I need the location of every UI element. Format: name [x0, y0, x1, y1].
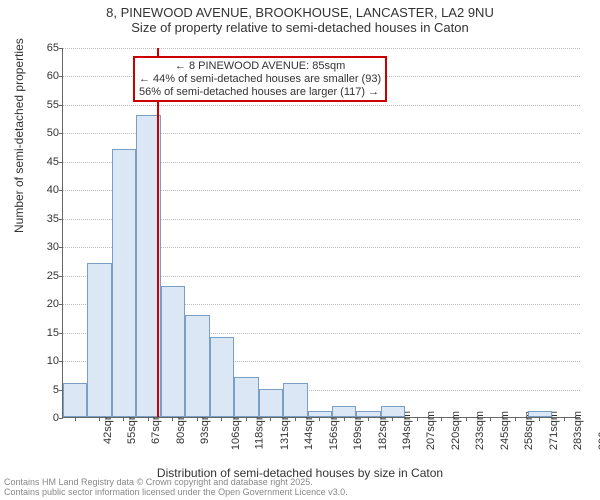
- ytick-mark: [59, 48, 63, 49]
- histogram-bar: [87, 263, 111, 417]
- marker-line: [157, 48, 159, 417]
- ytick-mark: [59, 276, 63, 277]
- xtick-label: 233sqm: [475, 411, 487, 450]
- histogram-bar: [185, 315, 209, 417]
- plot-area: 0510152025303540455055606542sqm55sqm67sq…: [62, 48, 580, 418]
- ytick-label: 60: [33, 70, 59, 82]
- annotation-box: ← 8 PINEWOOD AVENUE: 85sqm← 44% of semi-…: [133, 56, 387, 102]
- titles-block: 8, PINEWOOD AVENUE, BROOKHOUSE, LANCASTE…: [0, 0, 600, 36]
- title-line-2: Size of property relative to semi-detach…: [0, 21, 600, 36]
- xtick-mark: [539, 417, 540, 421]
- ytick-mark: [59, 162, 63, 163]
- xtick-mark: [270, 417, 271, 421]
- ytick-mark: [59, 219, 63, 220]
- chart-area: 0510152025303540455055606542sqm55sqm67sq…: [62, 48, 580, 418]
- ytick-label: 35: [33, 213, 59, 225]
- xtick-mark: [123, 417, 124, 421]
- histogram-bar: [283, 383, 307, 417]
- xtick-mark: [564, 417, 565, 421]
- title-line-1: 8, PINEWOOD AVENUE, BROOKHOUSE, LANCASTE…: [0, 6, 600, 21]
- histogram-bar: [161, 286, 185, 417]
- xtick-mark: [221, 417, 222, 421]
- y-axis-label: Number of semi-detached properties: [12, 38, 26, 233]
- xtick-mark: [515, 417, 516, 421]
- xtick-mark: [246, 417, 247, 421]
- xtick-mark: [344, 417, 345, 421]
- histogram-bar: [381, 406, 405, 417]
- ytick-mark: [59, 190, 63, 191]
- annotation-line: 56% of semi-detached houses are larger (…: [139, 86, 381, 99]
- ytick-label: 55: [33, 99, 59, 111]
- xtick-mark: [441, 417, 442, 421]
- ytick-mark: [59, 418, 63, 419]
- ytick-label: 20: [33, 298, 59, 310]
- xtick-mark: [368, 417, 369, 421]
- xtick-label: 283sqm: [572, 411, 584, 450]
- gridline-h: [63, 105, 580, 106]
- annotation-line: ← 8 PINEWOOD AVENUE: 85sqm: [139, 60, 381, 73]
- xtick-mark: [392, 417, 393, 421]
- ytick-label: 0: [33, 412, 59, 424]
- ytick-label: 10: [33, 355, 59, 367]
- annotation-line: ← 44% of semi-detached houses are smalle…: [139, 73, 381, 86]
- ytick-mark: [59, 105, 63, 106]
- xtick-mark: [466, 417, 467, 421]
- xtick-label: 245sqm: [499, 411, 511, 450]
- histogram-bar: [356, 411, 380, 417]
- histogram-bar: [308, 411, 332, 417]
- ytick-mark: [59, 133, 63, 134]
- xtick-mark: [99, 417, 100, 421]
- xtick-mark: [148, 417, 149, 421]
- ytick-mark: [59, 361, 63, 362]
- ytick-label: 15: [33, 327, 59, 339]
- ytick-label: 65: [33, 42, 59, 54]
- xtick-mark: [75, 417, 76, 421]
- ytick-label: 50: [33, 127, 59, 139]
- ytick-label: 40: [33, 184, 59, 196]
- histogram-bar: [112, 149, 136, 417]
- xtick-label: 220sqm: [450, 411, 462, 450]
- gridline-h: [63, 48, 580, 49]
- histogram-bar: [210, 337, 234, 417]
- histogram-bar: [332, 406, 356, 417]
- xtick-mark: [490, 417, 491, 421]
- xtick-label: 207sqm: [426, 411, 438, 450]
- histogram-bar: [234, 377, 258, 417]
- footer-line-2: Contains public sector information licen…: [4, 488, 348, 498]
- ytick-mark: [59, 247, 63, 248]
- xtick-mark: [319, 417, 320, 421]
- ytick-mark: [59, 333, 63, 334]
- ytick-mark: [59, 304, 63, 305]
- ytick-mark: [59, 76, 63, 77]
- chart-container: 8, PINEWOOD AVENUE, BROOKHOUSE, LANCASTE…: [0, 0, 600, 500]
- xtick-mark: [197, 417, 198, 421]
- histogram-bar: [259, 389, 283, 417]
- footer-attribution: Contains HM Land Registry data © Crown c…: [4, 478, 348, 498]
- xtick-mark: [417, 417, 418, 421]
- xtick-mark: [295, 417, 296, 421]
- xtick-mark: [172, 417, 173, 421]
- ytick-label: 30: [33, 241, 59, 253]
- histogram-bar: [528, 411, 552, 417]
- ytick-label: 25: [33, 270, 59, 282]
- ytick-label: 45: [33, 156, 59, 168]
- ytick-label: 5: [33, 384, 59, 396]
- histogram-bar: [63, 383, 87, 417]
